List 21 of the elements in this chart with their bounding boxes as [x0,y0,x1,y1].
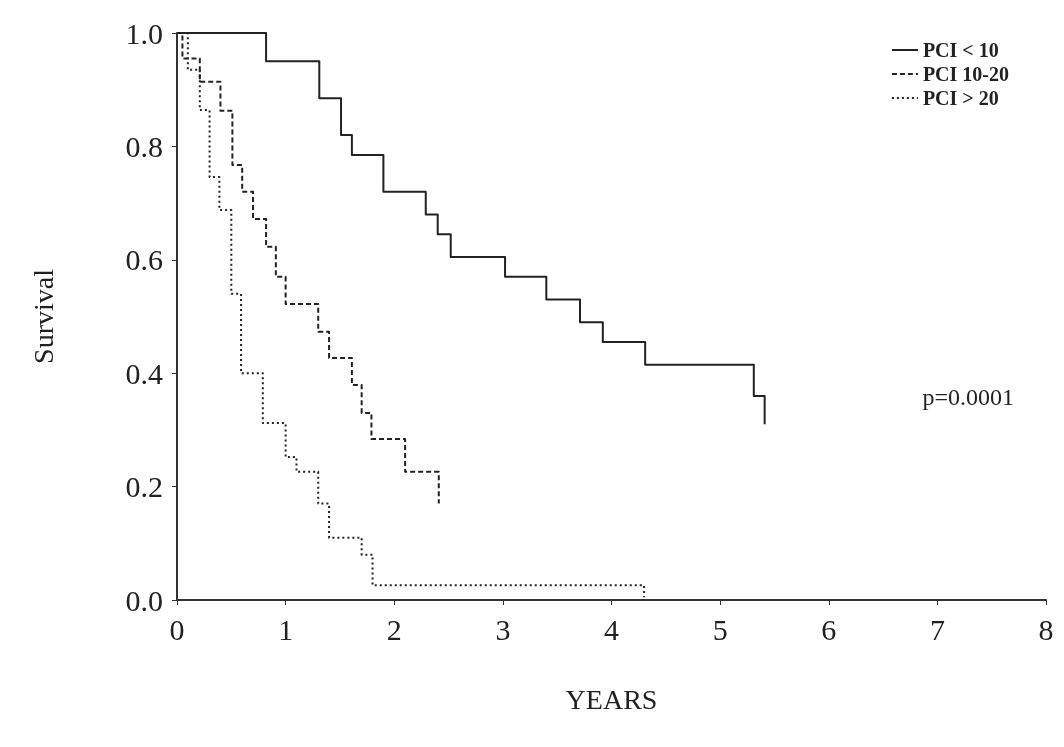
x-tick-label: 8 [1038,612,1054,646]
legend-label: PCI > 20 [922,87,999,109]
y-tick-label: 0.6 [125,243,163,277]
x-axis-title: YEARS [565,683,658,715]
legend-label: PCI < 10 [922,39,999,61]
x-tick-label: 3 [495,612,511,646]
y-tick-label: 1.0 [125,16,163,50]
annotation: p=0.0001 [922,384,1015,410]
x-tick-label: 6 [821,612,837,646]
y-tick-label: 0.8 [125,129,163,163]
x-tick-label: 2 [386,612,402,646]
x-tick-label: 7 [929,612,945,646]
y-tick-label: 0.4 [125,356,163,390]
y-axis-title: Survival [27,268,59,364]
y-tick-label: 0.0 [125,583,163,617]
x-tick-label: 0 [169,612,185,646]
x-tick-label: 4 [604,612,619,646]
y-tick-label: 0.2 [125,470,163,504]
x-tick-label: 1 [278,612,294,646]
legend-label: PCI 10-20 [922,63,1010,85]
x-tick-label: 5 [712,612,728,646]
